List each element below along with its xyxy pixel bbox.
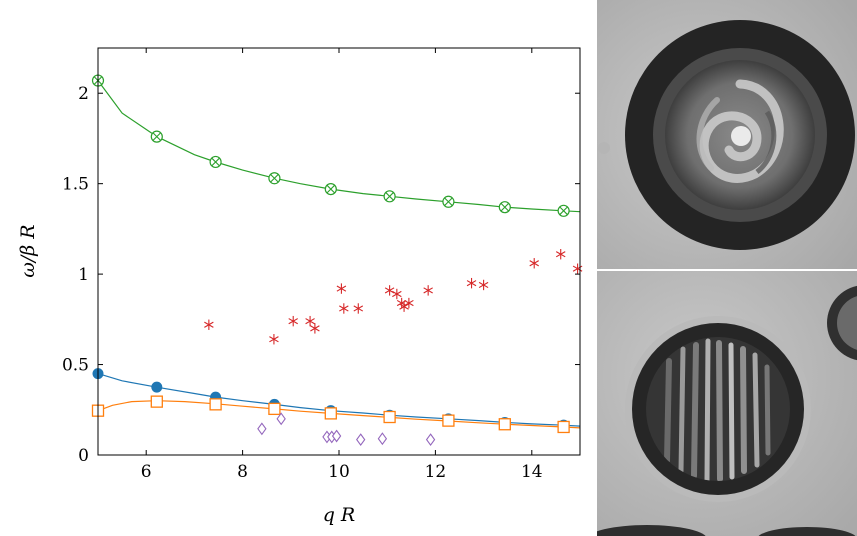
y-tick-label: 0.5 [62,356,89,376]
data-point-s2-3 [268,402,281,416]
data-point-s0-5 [383,190,396,203]
data-point-s3-1 [269,334,279,345]
data-point-s3-13 [423,285,433,296]
data-point-s2-4 [324,407,337,420]
data-point-s0-2 [209,155,222,169]
x-tick-label: 6 [141,462,152,482]
axis-ticks: 6 8 10 12 14 0 0.5 1 1.5 2 [62,48,580,482]
data-point-s3-16 [529,258,539,269]
drop-spiral-micrograph [597,0,857,269]
data-point-s4-4 [331,429,342,443]
data-point-s2-8 [557,420,570,434]
data-point-s2-7 [498,418,511,431]
data-point-s0-8 [557,204,570,217]
x-tick-label: 8 [237,462,248,482]
data-point-s1-1 [151,381,163,393]
data-point-s2-6 [442,414,455,427]
data-point-s4-7 [425,433,436,447]
data-point-s3-12 [404,297,414,309]
x-tick-label: 12 [425,462,447,482]
data-point-s2-1 [150,395,163,408]
y-tick-label: 1.5 [62,175,89,195]
data-point-s2-5 [383,410,396,424]
data-point-s3-11 [399,301,409,312]
data-point-s0-7 [498,201,511,214]
x-tick-label: 14 [521,462,543,482]
chart: 6 8 10 12 14 0 0.5 1 1.5 2 q R ω/β R [17,47,583,526]
fit-lines [97,80,581,429]
y-axis-label: ω/β R [17,224,39,277]
y-tick-label: 2 [78,84,89,104]
x-axis-label: q R [323,504,356,526]
data-point-s0-6 [442,195,455,208]
data-point-s3-14 [466,277,477,289]
data-point-s3-5 [336,283,347,294]
y-tick-label: 1 [78,265,89,285]
x-tick-label: 10 [328,462,350,482]
data-point-s3-3 [305,315,315,327]
data-point-s4-6 [377,432,388,446]
data-markers [91,74,583,447]
y-tick-label: 0 [78,446,89,466]
data-point-s3-0 [204,319,214,330]
plot-frame [97,47,581,456]
data-point-s4-1 [276,412,286,426]
data-point-s3-6 [339,303,349,314]
data-point-s0-3 [268,172,281,185]
data-point-s3-9 [392,288,402,300]
data-point-s3-18 [572,263,583,274]
data-point-s3-7 [353,303,364,314]
data-point-s0-4 [324,182,337,196]
fit-line-0 [97,80,581,213]
data-point-s2-2 [209,398,222,411]
drop-striped-micrograph [597,271,857,536]
data-point-s3-17 [555,249,566,260]
data-point-s4-5 [356,433,366,447]
data-point-s3-8 [384,285,395,296]
data-point-s3-4 [310,323,320,334]
data-point-s0-1 [150,130,163,143]
data-point-s3-2 [288,315,298,327]
data-point-s3-10 [396,297,407,309]
data-point-s3-15 [478,279,489,291]
data-point-s4-0 [257,422,267,436]
